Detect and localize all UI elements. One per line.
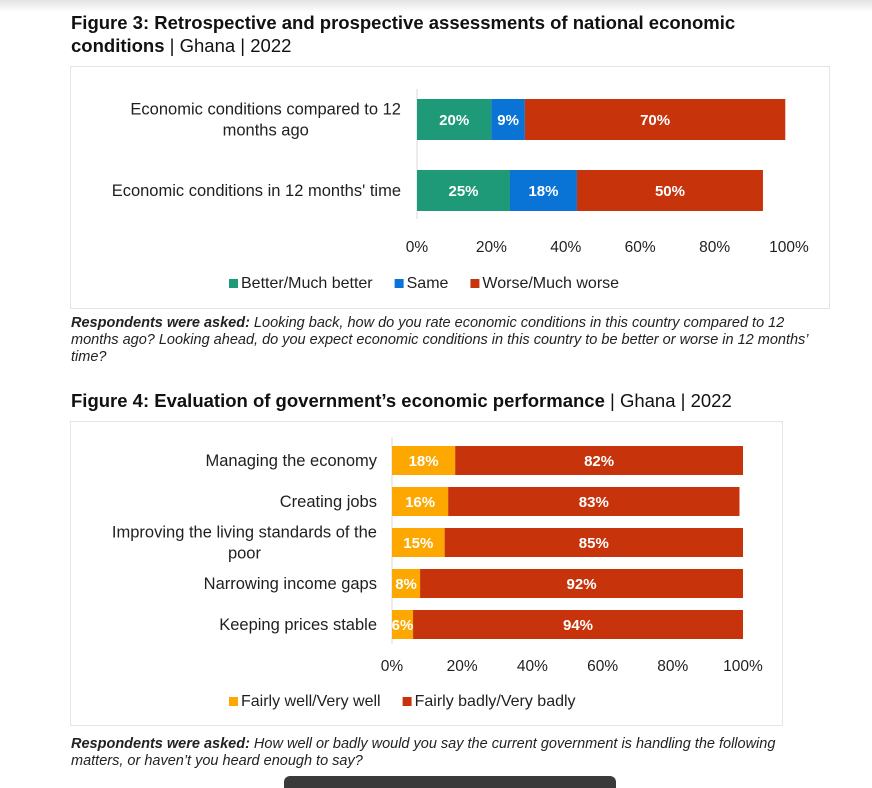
fig4-x-tick-label-0: 0% bbox=[381, 658, 404, 675]
fig3-x-tick-label-4: 80% bbox=[699, 239, 730, 256]
fig3-category-label-1: Economic conditions in 12 months' time bbox=[112, 182, 401, 200]
figure-4-chart: 18% 82% Managing the economy 16% 83% Creating… bbox=[112, 437, 763, 710]
figure-4-note-label: Respondents were asked: bbox=[71, 736, 250, 752]
fig3-legend-label-1: Same bbox=[407, 275, 449, 292]
fig3-legend-label-2: Worse/Much worse bbox=[482, 275, 619, 292]
fig4-data-label-3-0: 8% bbox=[395, 576, 417, 593]
fig3-category-label-0-line-0: Economic conditions compared to 12 bbox=[130, 101, 401, 119]
fig4-x-tick-label-5: 100% bbox=[723, 658, 763, 675]
fig3-bar-1-series-0 bbox=[417, 170, 510, 211]
fig4-legend-label-1: Fairly badly/Very badly bbox=[415, 693, 576, 710]
fig4-legend-swatch-1 bbox=[402, 697, 412, 706]
fig3-x-tick-label-0: 0% bbox=[406, 239, 429, 256]
fig4-data-label-4-1: 94% bbox=[563, 617, 593, 634]
fig3-data-label-0-2: 70% bbox=[640, 112, 670, 129]
fig3-data-label-1-0: 25% bbox=[448, 183, 478, 200]
fig4-data-label-2-0: 15% bbox=[403, 535, 433, 552]
figure-3-note-text: Looking back, how do you rate economic c… bbox=[71, 315, 808, 365]
pdf-viewer-floating-toolbar[interactable] bbox=[284, 776, 616, 788]
fig3-legend-swatch-2 bbox=[470, 279, 480, 288]
figure-3-question-note: Respondents were asked: Looking back, ho… bbox=[71, 315, 831, 366]
fig4-bar-2-series-0 bbox=[392, 528, 445, 557]
viewer-top-shadow bbox=[0, 0, 872, 12]
fig4-bar-3-series-1 bbox=[420, 569, 743, 598]
fig4-data-label-0-0: 18% bbox=[409, 453, 439, 470]
figure-3-title-main: Figure 3: Retrospective and prospective … bbox=[71, 12, 736, 56]
fig4-category-label-2-line-1: poor bbox=[228, 545, 262, 563]
fig3-bar-0-series-2 bbox=[524, 99, 786, 140]
fig4-x-tick-label-2: 40% bbox=[517, 658, 548, 675]
fig4-data-label-0-1: 82% bbox=[584, 453, 614, 470]
fig4-bar-2-series-1 bbox=[444, 528, 743, 557]
fig4-legend-label-0: Fairly well/Very well bbox=[241, 693, 381, 710]
fig4-category-label-1: Creating jobs bbox=[280, 493, 377, 511]
fig3-x-tick-label-5: 100% bbox=[769, 239, 809, 256]
fig3-x-tick-label-1: 20% bbox=[476, 239, 507, 256]
fig4-bar-1-series-1 bbox=[448, 487, 740, 516]
fig3-data-label-1-2: 50% bbox=[655, 183, 685, 200]
figure-4-title: Figure 4: Evaluation of government’s eco… bbox=[71, 389, 831, 412]
fig3-category-label-0-line-1: months ago bbox=[223, 122, 309, 140]
fig4-legend-swatch-0 bbox=[229, 697, 238, 706]
fig4-category-label-2-line-0: Improving the living standards of the bbox=[112, 524, 377, 542]
fig3-data-label-0-0: 20% bbox=[439, 112, 469, 129]
figure-3-title-suffix: | Ghana | 2022 bbox=[164, 35, 292, 56]
fig4-data-label-2-1: 85% bbox=[579, 535, 609, 552]
fig3-x-tick-label-2: 40% bbox=[550, 239, 581, 256]
fig4-x-tick-label-1: 20% bbox=[447, 658, 478, 675]
fig3-data-label-0-1: 9% bbox=[497, 112, 519, 129]
fig3-legend-swatch-1 bbox=[394, 279, 404, 288]
fig3-data-label-1-1: 18% bbox=[528, 183, 558, 200]
fig4-x-tick-label-4: 80% bbox=[657, 658, 688, 675]
figure-3-chart-frame: 20% 9% 70% Economic conditions compared to … bbox=[70, 66, 830, 309]
fig4-data-label-1-0: 16% bbox=[405, 494, 435, 511]
fig4-data-label-4-0: 6% bbox=[392, 617, 414, 634]
figure-4-title-suffix: | Ghana | 2022 bbox=[604, 390, 732, 411]
figure-4-question-note: Respondents were asked: How well or badl… bbox=[71, 736, 831, 770]
fig3-bar-0-series-0 bbox=[417, 99, 492, 140]
figure-3-note-label: Respondents were asked: bbox=[71, 315, 250, 331]
fig4-category-label-4: Keeping prices stable bbox=[219, 616, 377, 634]
figure-3-chart: 20% 9% 70% Economic conditions compared to … bbox=[112, 89, 809, 292]
fig3-legend-label-0: Better/Much better bbox=[241, 275, 373, 292]
figure-4-title-main: Figure 4: Evaluation of government’s eco… bbox=[71, 390, 605, 411]
fig3-bar-1-series-2 bbox=[576, 170, 763, 211]
fig4-data-label-3-1: 92% bbox=[567, 576, 597, 593]
figure-4-note-text: How well or badly would you say the curr… bbox=[71, 736, 776, 769]
fig4-category-label-3: Narrowing income gaps bbox=[204, 575, 377, 593]
fig4-data-label-1-1: 83% bbox=[579, 494, 609, 511]
fig4-x-tick-label-3: 60% bbox=[587, 658, 618, 675]
figure-3-title: Figure 3: Retrospective and prospective … bbox=[71, 11, 831, 57]
fig4-bar-3-series-0 bbox=[392, 569, 421, 598]
fig3-x-tick-label-3: 60% bbox=[625, 239, 656, 256]
fig4-bar-0-series-0 bbox=[392, 446, 456, 475]
fig3-bar-1-series-1 bbox=[510, 170, 577, 211]
fig4-bar-0-series-1 bbox=[455, 446, 743, 475]
fig4-bar-4-series-0 bbox=[392, 610, 414, 639]
fig4-bar-1-series-0 bbox=[392, 487, 449, 516]
fig4-bar-4-series-1 bbox=[413, 610, 743, 639]
fig3-legend-swatch-0 bbox=[229, 279, 238, 288]
fig4-category-label-0: Managing the economy bbox=[205, 452, 377, 470]
figure-4-chart-frame: 18% 82% Managing the economy 16% 83% Creating… bbox=[70, 421, 783, 726]
fig3-bar-0-series-1 bbox=[491, 99, 525, 140]
